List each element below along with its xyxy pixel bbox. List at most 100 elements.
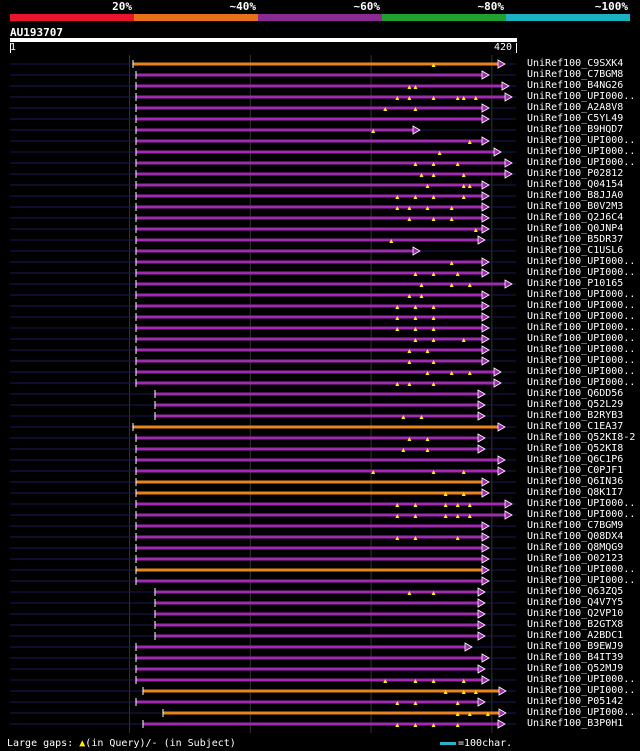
- hit-label[interactable]: UniRef100_B3P0H1: [527, 718, 624, 729]
- alignment-bar: [136, 95, 505, 99]
- hit-label[interactable]: UniRef100_Q52L29: [527, 399, 624, 410]
- hit-label[interactable]: UniRef100_C7BGM8: [527, 69, 624, 80]
- hit-label[interactable]: UniRef100_B2GTX8: [527, 619, 624, 630]
- hit-label[interactable]: UniRef100_UPI000..: [527, 355, 636, 366]
- query-gap-marker: [407, 382, 412, 386]
- scale-tick-start: [10, 43, 11, 53]
- hit-label[interactable]: UniRef100_P02812: [527, 168, 624, 179]
- hit-label[interactable]: UniRef100_Q8K1I7: [527, 487, 624, 498]
- query-gap-marker: [449, 371, 454, 375]
- hit-label[interactable]: UniRef100_P10165: [527, 278, 624, 289]
- hit-label[interactable]: UniRef100_UPI000..: [527, 564, 636, 575]
- query-gap-marker: [431, 591, 436, 595]
- alignment-arrow-icon: [481, 103, 490, 113]
- hit-label[interactable]: UniRef100_UPI000..: [527, 91, 636, 102]
- query-gap-marker: [461, 690, 466, 694]
- query-gap-marker: [431, 96, 436, 100]
- alignment-bar: [133, 62, 498, 66]
- query-gap-marker: [395, 701, 400, 705]
- hit-label[interactable]: UniRef100_UPI000..: [527, 366, 636, 377]
- query-gap-marker: [443, 503, 448, 507]
- hit-label[interactable]: UniRef100_C1USL6: [527, 245, 624, 256]
- hit-label[interactable]: UniRef100_Q08DX4: [527, 531, 624, 542]
- hit-label[interactable]: UniRef100_B4IT39: [527, 652, 624, 663]
- alignment-bar: [136, 348, 482, 352]
- hit-label[interactable]: UniRef100_Q63ZQ5: [527, 586, 624, 597]
- hit-label[interactable]: UniRef100_UPI000..: [527, 256, 636, 267]
- query-gap-marker: [395, 195, 400, 199]
- query-gap-marker: [371, 129, 376, 133]
- hit-label[interactable]: UniRef100_UPI000..: [527, 289, 636, 300]
- hit-label[interactable]: UniRef100_B0V2M3: [527, 201, 624, 212]
- hit-label[interactable]: UniRef100_Q2J6C4: [527, 212, 624, 223]
- alignment-arrow-icon: [481, 675, 490, 685]
- hit-label[interactable]: UniRef100_UPI000..: [527, 267, 636, 278]
- hit-label[interactable]: UniRef100_Q52KI8-2: [527, 432, 636, 443]
- query-gap-marker: [413, 162, 418, 166]
- hit-label[interactable]: UniRef100_Q4V7Y5: [527, 597, 624, 608]
- hit-label[interactable]: UniRef100_Q6C1P6: [527, 454, 624, 465]
- hit-label[interactable]: UniRef100_C5YL49: [527, 113, 624, 124]
- footer-in-subject: - (in Subject): [151, 738, 236, 749]
- query-gap-marker: [455, 162, 460, 166]
- query-gap-marker: [449, 217, 454, 221]
- alignment-arrow-icon: [481, 532, 490, 542]
- hit-label[interactable]: UniRef100_UPI000..: [527, 311, 636, 322]
- hit-label[interactable]: UniRef100_A2BDC1: [527, 630, 624, 641]
- hit-label[interactable]: UniRef100_A2A8V8: [527, 102, 624, 113]
- hit-label[interactable]: UniRef100_Q8MQG9: [527, 542, 624, 553]
- hit-label[interactable]: UniRef100_Q6DD56: [527, 388, 624, 399]
- hit-label[interactable]: UniRef100_O02123: [527, 553, 624, 564]
- hit-label[interactable]: UniRef100_B4NG26: [527, 80, 624, 91]
- alignment-bar: [136, 326, 482, 330]
- hit-label[interactable]: UniRef100_UPI000..: [527, 135, 636, 146]
- hit-label[interactable]: UniRef100_UPI000..: [527, 157, 636, 168]
- hit-label[interactable]: UniRef100_Q04154: [527, 179, 624, 190]
- hit-label[interactable]: UniRef100_UPI000..: [527, 146, 636, 157]
- query-gap-marker: [395, 382, 400, 386]
- query-gap-marker: [467, 140, 472, 144]
- hit-label[interactable]: UniRef100_UPI000..: [527, 575, 636, 586]
- hit-label[interactable]: UniRef100_C0PJF1: [527, 465, 624, 476]
- alignment-arrow-icon: [481, 565, 490, 575]
- hit-label[interactable]: UniRef100_B8JJA0: [527, 190, 624, 201]
- hit-label[interactable]: UniRef100_B2RYB3: [527, 410, 624, 421]
- hit-label[interactable]: UniRef100_Q52KI8: [527, 443, 624, 454]
- hit-label[interactable]: UniRef100_UPI000..: [527, 333, 636, 344]
- hit-label[interactable]: UniRef100_UPI000..: [527, 509, 636, 520]
- query-gap-marker: [467, 514, 472, 518]
- alignment-arrow-icon: [477, 587, 486, 597]
- query-gap-marker: [431, 338, 436, 342]
- query-gap-marker: [413, 272, 418, 276]
- query-gap-marker: [473, 96, 478, 100]
- alignment-arrow-icon: [481, 180, 490, 190]
- hit-label[interactable]: UniRef100_C1EA37: [527, 421, 624, 432]
- hit-label[interactable]: UniRef100_C9SXK4: [527, 58, 624, 69]
- hit-label[interactable]: UniRef100_Q52MJ9: [527, 663, 624, 674]
- alignment-bar: [136, 194, 482, 198]
- hit-label[interactable]: UniRef100_Q6IN36: [527, 476, 624, 487]
- hit-label[interactable]: UniRef100_UPI000..: [527, 377, 636, 388]
- query-gap-marker: [413, 679, 418, 683]
- hit-label[interactable]: UniRef100_UPI000..: [527, 707, 636, 718]
- hit-label[interactable]: UniRef100_Q0JNP4: [527, 223, 624, 234]
- alignment-bar: [136, 546, 482, 550]
- hit-label[interactable]: UniRef100_P05142: [527, 696, 624, 707]
- hit-label[interactable]: UniRef100_UPI000..: [527, 344, 636, 355]
- alignment-bar: [136, 381, 494, 385]
- hit-label[interactable]: UniRef100_UPI000..: [527, 300, 636, 311]
- hit-label[interactable]: UniRef100_B9EWJ9: [527, 641, 624, 652]
- query-gap-marker: [413, 305, 418, 309]
- hit-label[interactable]: UniRef100_UPI000..: [527, 498, 636, 509]
- hit-label[interactable]: UniRef100_UPI000..: [527, 674, 636, 685]
- hit-label[interactable]: UniRef100_B9HQD7: [527, 124, 624, 135]
- hit-label[interactable]: UniRef100_B5DR37: [527, 234, 624, 245]
- hit-label[interactable]: UniRef100_C7BGM9: [527, 520, 624, 531]
- query-gap-marker: [431, 162, 436, 166]
- hit-label[interactable]: UniRef100_UPI000..: [527, 685, 636, 696]
- hit-label[interactable]: UniRef100_Q2VP10: [527, 608, 624, 619]
- query-gap-marker: [407, 349, 412, 353]
- hit-label[interactable]: UniRef100_UPI000..: [527, 322, 636, 333]
- alignment-arrow-icon: [481, 213, 490, 223]
- alignment-bar: [136, 139, 482, 143]
